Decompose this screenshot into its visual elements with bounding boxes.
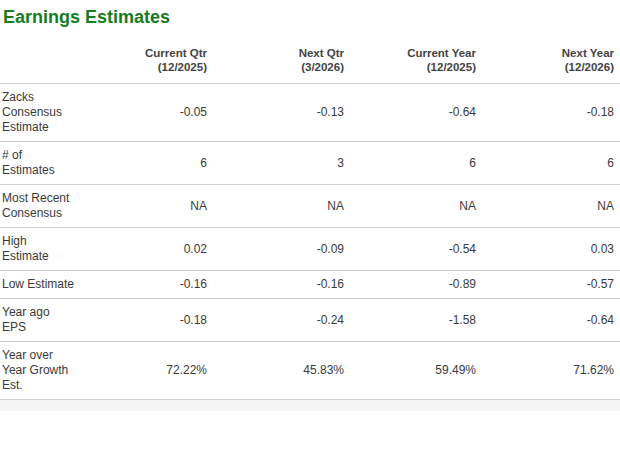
earnings-estimates-table: Current Qtr (12/2025) Next Qtr (3/2026) … (0, 38, 620, 400)
column-header-next-year: Next Year (12/2026) (482, 38, 620, 84)
row-label: Year ago EPS (0, 299, 80, 342)
table-row-year-over-year-growth: Year over Year Growth Est. 72.22% 45.83%… (0, 342, 620, 400)
column-header-current-qtr: Current Qtr (12/2025) (80, 38, 213, 84)
cell-value: -0.16 (80, 271, 213, 299)
row-label: High Estimate (0, 228, 80, 271)
row-label-header (0, 38, 80, 84)
cell-value: 59.49% (350, 342, 482, 400)
table-row-zacks-consensus-estimate: Zacks Consensus Estimate -0.05 -0.13 -0.… (0, 84, 620, 142)
cell-value: NA (80, 185, 213, 228)
cell-value: 71.62% (482, 342, 620, 400)
cell-value: 0.03 (482, 228, 620, 271)
section-divider (0, 400, 620, 411)
cell-value: 6 (482, 142, 620, 185)
table-row-number-of-estimates: # of Estimates 6 3 6 6 (0, 142, 620, 185)
cell-value: -0.18 (482, 84, 620, 142)
cell-value: -0.57 (482, 271, 620, 299)
cell-value: -0.89 (350, 271, 482, 299)
column-period: (3/2026) (217, 60, 344, 74)
earnings-estimates-section: Earnings Estimates Current Qtr (12/2025)… (0, 5, 620, 452)
cell-value: NA (213, 185, 350, 228)
cell-value: -0.24 (213, 299, 350, 342)
cell-value: -0.64 (350, 84, 482, 142)
cell-value: -1.58 (350, 299, 482, 342)
row-label: # of Estimates (0, 142, 80, 185)
column-label: Current Year (354, 46, 476, 60)
row-label: Most Recent Consensus (0, 185, 80, 228)
cell-value: 6 (80, 142, 213, 185)
column-label: Current Qtr (84, 46, 207, 60)
row-label: Low Estimate (0, 271, 80, 299)
cell-value: -0.64 (482, 299, 620, 342)
table-row-low-estimate: Low Estimate -0.16 -0.16 -0.89 -0.57 (0, 271, 620, 299)
section-title: Earnings Estimates (3, 5, 620, 29)
column-label: Next Qtr (217, 46, 344, 60)
cell-value: NA (350, 185, 482, 228)
cell-value: -0.54 (350, 228, 482, 271)
table-row-high-estimate: High Estimate 0.02 -0.09 -0.54 0.03 (0, 228, 620, 271)
table-header-row: Current Qtr (12/2025) Next Qtr (3/2026) … (0, 38, 620, 84)
cell-value: -0.05 (80, 84, 213, 142)
cell-value: 0.02 (80, 228, 213, 271)
column-period: (12/2026) (486, 60, 614, 74)
cell-value: 72.22% (80, 342, 213, 400)
cell-value: -0.16 (213, 271, 350, 299)
column-header-next-qtr: Next Qtr (3/2026) (213, 38, 350, 84)
table-row-year-ago-eps: Year ago EPS -0.18 -0.24 -1.58 -0.64 (0, 299, 620, 342)
column-label: Next Year (486, 46, 614, 60)
cell-value: -0.09 (213, 228, 350, 271)
column-header-current-year: Current Year (12/2025) (350, 38, 482, 84)
cell-value: -0.13 (213, 84, 350, 142)
cell-value: NA (482, 185, 620, 228)
cell-value: -0.18 (80, 299, 213, 342)
row-label: Zacks Consensus Estimate (0, 84, 80, 142)
column-period: (12/2025) (354, 60, 476, 74)
column-period: (12/2025) (84, 60, 207, 74)
table-row-most-recent-consensus: Most Recent Consensus NA NA NA NA (0, 185, 620, 228)
row-label: Year over Year Growth Est. (0, 342, 80, 400)
cell-value: 45.83% (213, 342, 350, 400)
cell-value: 3 (213, 142, 350, 185)
cell-value: 6 (350, 142, 482, 185)
